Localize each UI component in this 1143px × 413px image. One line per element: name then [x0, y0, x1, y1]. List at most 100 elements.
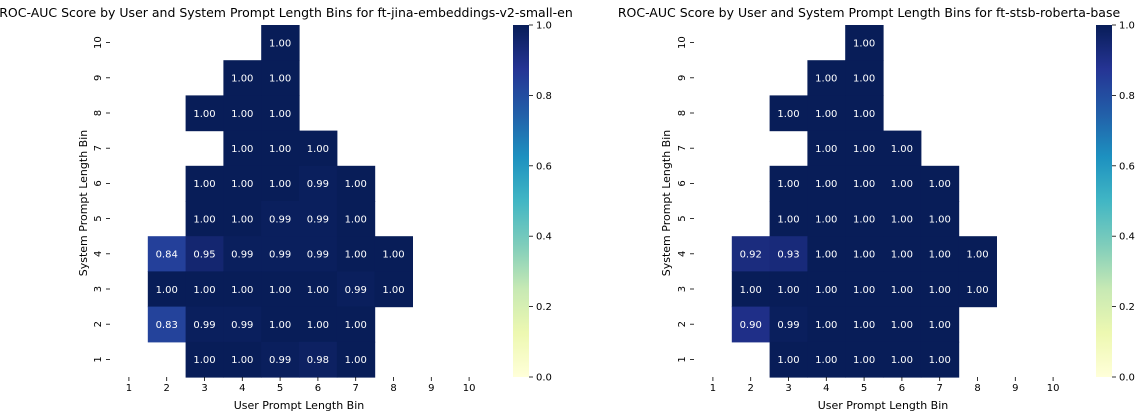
- cell-value-label: 1.00: [345, 250, 367, 261]
- heatmap-cell: [223, 60, 262, 96]
- cell-value-label: 0.99: [307, 250, 329, 261]
- cell-value-label: 1.00: [307, 285, 329, 296]
- heatmap-cell: [261, 130, 300, 167]
- heatmap-cell: [769, 236, 808, 272]
- cell-value-label: 1.00: [193, 179, 215, 190]
- heatmap-cell: [845, 130, 884, 167]
- cell-value-label: 1.00: [777, 285, 799, 296]
- cell-value-label: 1.00: [345, 179, 367, 190]
- heatmap-cell: [261, 271, 300, 308]
- cell-value-label: 1.00: [269, 38, 291, 49]
- heatmap-cell: [920, 201, 960, 237]
- heatmap-cell: [261, 236, 300, 272]
- cell-value-label: 1.00: [815, 355, 837, 366]
- cell-value-label: 0.83: [156, 320, 178, 331]
- y-tick-label: 1: [677, 356, 688, 362]
- heatmap-cell: [299, 306, 338, 343]
- cell-value-label: 1.00: [740, 285, 762, 296]
- heatmap-cell: [185, 271, 224, 308]
- x-axis-label: User Prompt Length Bin: [234, 399, 365, 412]
- heatmap-cell: [920, 306, 960, 343]
- y-tick-label: 1: [93, 356, 104, 362]
- y-tick-label: 3: [677, 286, 688, 292]
- cell-value-label: 1.00: [777, 355, 799, 366]
- heatmap-cell: [185, 201, 224, 237]
- cell-value-label: 0.99: [269, 250, 291, 261]
- colorbar-tick-label: 0.4: [536, 232, 552, 243]
- heatmap-cell: [374, 271, 413, 308]
- cells-layer: 1.00 1.00 1.00 1.00 1.00 1.00 1.00 1.00 1.00 1.00…: [147, 25, 413, 378]
- x-tick-label: 7: [937, 383, 943, 394]
- colorbar-tick-label: 0.8: [1119, 91, 1135, 102]
- cell-value-label: 1.00: [929, 214, 951, 225]
- heatmap-cell: [147, 271, 187, 308]
- heatmap-panel-2: ROC-AUC Score by User and System Prompt …: [618, 5, 1135, 412]
- colorbar-tick-label: 1.0: [536, 21, 552, 32]
- cell-value-label: 1.00: [891, 179, 913, 190]
- heatmap-cell: [374, 236, 413, 272]
- heatmap-cell: [845, 306, 884, 343]
- x-tick-label: 5: [861, 383, 867, 394]
- heatmap-cell: [845, 236, 884, 272]
- heatmap-cell: [769, 95, 808, 132]
- heatmap-cell: [261, 165, 300, 202]
- colorbar-tick-label: 0.6: [1119, 161, 1135, 172]
- heatmap-cell: [261, 306, 300, 343]
- cell-value-label: 1.00: [929, 250, 951, 261]
- y-axis-label: System Prompt Length Bin: [660, 130, 673, 277]
- cell-value-label: 1.00: [815, 214, 837, 225]
- colorbar-gradient: [1096, 25, 1112, 377]
- heatmap-cell: [147, 236, 187, 272]
- cell-value-label: 1.00: [777, 109, 799, 120]
- y-tick-label: 9: [93, 75, 104, 81]
- cell-value-label: 1.00: [929, 285, 951, 296]
- cell-value-label: 0.98: [307, 355, 329, 366]
- heatmap-cell: [807, 341, 846, 378]
- cell-value-label: 0.99: [269, 355, 291, 366]
- y-tick-label: 8: [93, 110, 104, 116]
- heatmap-cell: [920, 165, 960, 202]
- heatmap-cell: [920, 236, 960, 272]
- chart-title: ROC-AUC Score by User and System Prompt …: [618, 5, 1121, 20]
- y-ticks: 1 2 3 4 5 6 7 8 9 10: [93, 36, 110, 363]
- heatmap-cell: [261, 60, 300, 96]
- heatmap-cell: [299, 130, 338, 167]
- colorbar-tick-label: 0.2: [536, 302, 552, 313]
- y-tick-label: 10: [93, 36, 104, 49]
- colorbar: 0.0 0.2 0.4 0.6 0.8 1.0: [1096, 21, 1135, 384]
- x-tick-label: 7: [353, 383, 359, 394]
- heatmap-cell: [261, 341, 300, 378]
- cell-value-label: 1.00: [345, 355, 367, 366]
- heatmap-cell: [336, 341, 376, 378]
- cell-value-label: 0.92: [740, 250, 762, 261]
- x-tick-label: 5: [277, 383, 283, 394]
- cell-value-label: 1.00: [231, 285, 253, 296]
- heatmap-cell: [731, 271, 771, 308]
- x-tick-label: 3: [201, 383, 207, 394]
- cell-value-label: 0.99: [777, 320, 799, 331]
- y-axis-label: System Prompt Length Bin: [77, 130, 90, 277]
- heatmap-cell: [807, 271, 846, 308]
- cell-value-label: 1.00: [929, 355, 951, 366]
- heatmap-cell: [845, 341, 884, 378]
- cell-value-label: 1.00: [193, 214, 215, 225]
- heatmap-cell: [261, 201, 300, 237]
- cell-value-label: 1.00: [193, 355, 215, 366]
- heatmap-cell: [958, 271, 997, 308]
- cell-value-label: 0.84: [156, 250, 178, 261]
- heatmap-cell: [920, 271, 960, 308]
- cell-value-label: 1.00: [777, 214, 799, 225]
- heatmap-cell: [807, 60, 846, 96]
- cell-value-label: 1.00: [193, 285, 215, 296]
- heatmap-cell: [336, 236, 376, 272]
- heatmap-cell: [920, 341, 960, 378]
- colorbar-tick-label: 0.2: [1119, 302, 1135, 313]
- heatmap-cell: [731, 306, 771, 343]
- heatmap-cell: [223, 165, 262, 202]
- heatmap-cell: [336, 306, 376, 343]
- y-tick-label: 4: [93, 251, 104, 257]
- cell-value-label: 1.00: [966, 250, 988, 261]
- cells-layer: 1.00 1.00 1.00 1.00 1.00 1.00 1.00 1.00 1.00 1.00…: [731, 25, 997, 378]
- colorbar-tick-label: 0.0: [1119, 373, 1135, 384]
- cell-value-label: 0.99: [231, 250, 253, 261]
